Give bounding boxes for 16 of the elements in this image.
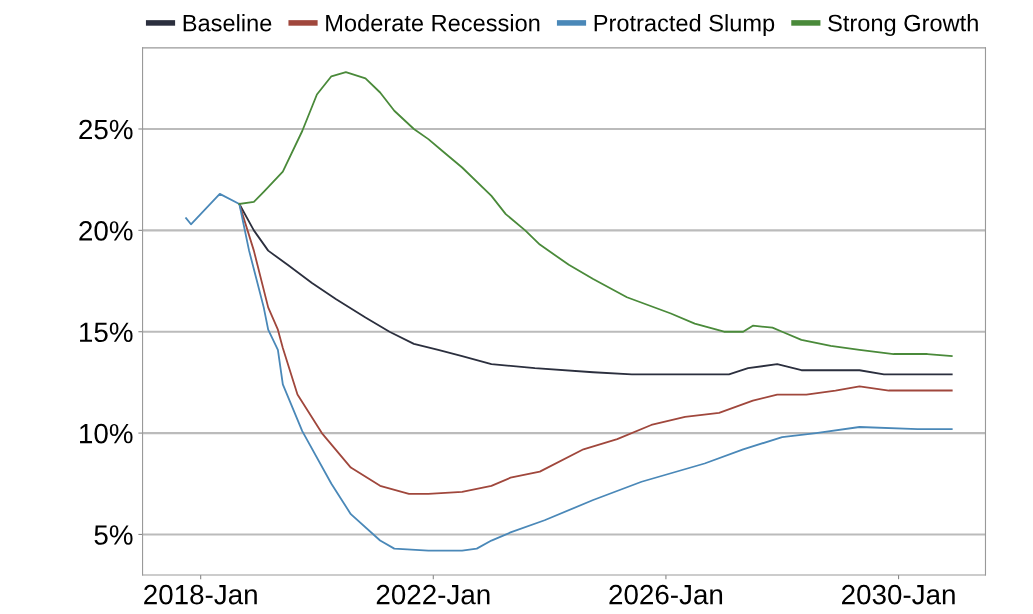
line-series bbox=[185, 192, 953, 552]
y-tick-label: 15% bbox=[80, 322, 133, 343]
x-tick-label: 2022-Jan bbox=[376, 584, 490, 605]
legend-label: Protracted Slump bbox=[594, 14, 775, 37]
legend-label: Strong Growth bbox=[828, 14, 978, 37]
line-series bbox=[238, 71, 953, 357]
line-series bbox=[238, 203, 953, 376]
y-tick-label: 10% bbox=[80, 423, 133, 444]
x-tick-label: 2030-Jan bbox=[842, 584, 955, 605]
legend-label: Baseline bbox=[183, 14, 272, 32]
y-tick-label: 25% bbox=[79, 119, 133, 140]
x-tick-label: 2026-Jan bbox=[609, 584, 723, 605]
legend-label: Moderate Recession bbox=[326, 14, 540, 32]
y-tick-label: 5% bbox=[94, 525, 133, 545]
x-tick-label: 2018-Jan bbox=[144, 584, 257, 605]
y-tick-label: 20% bbox=[79, 221, 133, 241]
